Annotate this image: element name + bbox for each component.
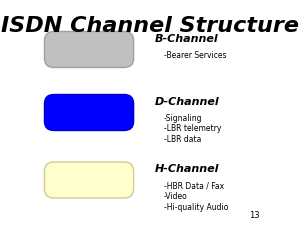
Text: -HBR Data / Fax: -HBR Data / Fax (164, 181, 224, 190)
Text: -Signaling: -Signaling (164, 114, 203, 123)
Text: D-Channel: D-Channel (155, 97, 219, 107)
Text: ISDN Channel Structure: ISDN Channel Structure (1, 16, 299, 36)
FancyBboxPatch shape (44, 94, 134, 130)
Text: -Bearer Services: -Bearer Services (164, 51, 226, 60)
Text: -LBR telemetry: -LBR telemetry (164, 124, 221, 133)
Text: 13: 13 (250, 212, 260, 220)
Text: -Video: -Video (164, 192, 188, 201)
FancyBboxPatch shape (44, 162, 134, 198)
Text: H-Channel: H-Channel (155, 164, 219, 174)
Text: -Hi-quality Audio: -Hi-quality Audio (164, 203, 228, 212)
Text: -LBR data: -LBR data (164, 135, 201, 144)
Text: B-Channel: B-Channel (155, 34, 218, 44)
FancyBboxPatch shape (44, 32, 134, 68)
